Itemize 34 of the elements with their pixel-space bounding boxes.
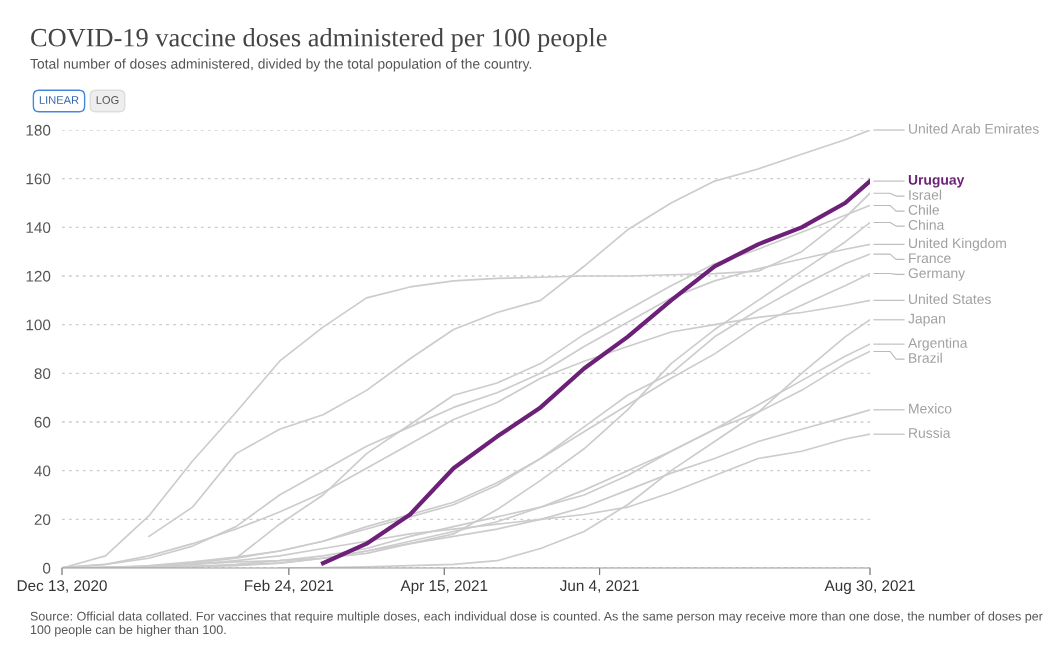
text: United Kingdom <box>909 237 1006 251</box>
text: Chile <box>908 204 940 215</box>
y-tick-label: 80 <box>34 368 51 380</box>
text: France <box>909 253 951 264</box>
text: China <box>908 219 945 230</box>
y-tick-label: 40 <box>34 465 51 477</box>
text: LINEAR <box>39 96 79 104</box>
y-tick-label: 120 <box>26 270 51 282</box>
text: Brazil <box>909 352 942 363</box>
text: United States <box>909 293 991 305</box>
x-tick-label: Feb 24, 2021 <box>245 579 334 593</box>
x-tick-label: Aug 30, 2021 <box>824 580 915 595</box>
y-tick-label: 140 <box>26 222 51 234</box>
y-tick-label: 180 <box>26 124 51 136</box>
text: Israel <box>909 189 942 200</box>
y-tick-label: 0 <box>42 562 51 574</box>
y-tick-label: 100 <box>26 319 51 331</box>
chart-title: COVID-19 vaccine doses administered per 100 people <box>31 28 607 52</box>
text: LOG <box>96 96 119 104</box>
text: Russia <box>909 427 951 438</box>
chart-subtitle: Total number of doses administered, divided by the total population of the country. <box>30 58 532 72</box>
x-tick-label: Apr 15, 2021 <box>400 580 488 595</box>
source-note: Source: Official data collated. For vaccines that require multiple doses, each individual dose is counted. As the same person may receive more than one dose, the number of doses per 100 people can be higher than 100. <box>30 611 1043 637</box>
text: Argentina <box>908 337 968 351</box>
y-tick-label: 20 <box>34 514 51 526</box>
text: Mexico <box>909 403 952 414</box>
y-tick-label: 160 <box>26 173 51 185</box>
y-tick-label: 60 <box>34 416 51 428</box>
text: United Arab Emirates <box>909 123 1039 134</box>
x-tick-label: Jun 4, 2021 <box>559 580 639 593</box>
text: Uruguay <box>908 175 965 188</box>
text: Germany <box>908 268 966 281</box>
x-tick-label: Dec 13, 2020 <box>17 580 107 593</box>
text: Japan <box>908 313 945 327</box>
